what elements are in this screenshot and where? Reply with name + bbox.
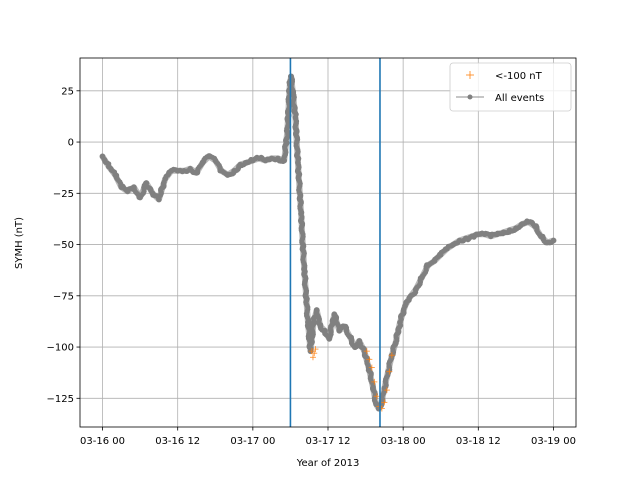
legend-label-all-events: All events	[495, 93, 544, 104]
threshold-marker	[309, 354, 316, 361]
y-tick-label: 0	[68, 138, 74, 149]
x-axis-ticks: 03-16 00 03-16 12 03-17 00 03-17 12 03-18 00…	[80, 427, 576, 447]
grid-lines	[80, 58, 576, 427]
threshold-marker	[383, 387, 390, 394]
x-tick-label: 03-19 00	[531, 436, 576, 447]
legend-dot-marker	[467, 94, 473, 100]
threshold-marker	[371, 378, 378, 385]
y-tick-label: −100	[47, 343, 74, 354]
legend-label-threshold: <-100 nT	[495, 71, 543, 82]
threshold-marker	[363, 348, 370, 355]
legend-plus-marker	[466, 71, 474, 79]
legend: <-100 nT All events	[449, 62, 572, 112]
event-boundary-lines	[289, 58, 381, 427]
x-tick-label: 03-16 00	[80, 436, 125, 447]
x-tick-label: 03-16 12	[155, 436, 200, 447]
legend-box	[449, 62, 572, 112]
threshold-marker	[373, 393, 380, 400]
threshold-marker	[311, 350, 318, 357]
y-tick-label: −75	[53, 291, 74, 302]
x-tick-label: 03-18 12	[456, 436, 501, 447]
x-tick-label: 03-17 12	[306, 436, 351, 447]
y-tick-label: 25	[61, 86, 74, 97]
all-events-point	[550, 237, 557, 244]
threshold-marker	[312, 346, 319, 353]
y-tick-label: −50	[53, 240, 74, 251]
threshold-marker	[388, 352, 395, 359]
y-axis-ticks: 25 0 −25 −50 −75 −100 −125	[47, 86, 80, 405]
threshold-marker	[381, 399, 388, 406]
y-axis-label: SYMH (nT)	[14, 217, 25, 269]
threshold-marker	[366, 356, 373, 363]
threshold-marker	[386, 368, 393, 375]
y-tick-label: −25	[53, 189, 74, 200]
threshold-marker	[368, 364, 375, 371]
x-tick-label: 03-17 00	[230, 436, 275, 447]
x-tick-label: 03-18 00	[381, 436, 426, 447]
y-tick-label: −125	[47, 394, 74, 405]
x-axis-label: Year of 2013	[296, 458, 360, 469]
